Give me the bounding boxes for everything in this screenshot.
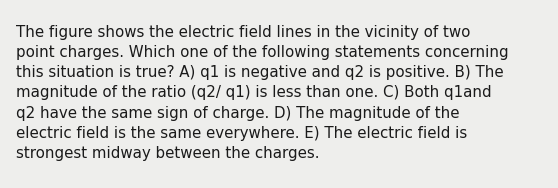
Text: The figure shows the electric field lines in the vicinity of two
point charges. : The figure shows the electric field line… xyxy=(16,25,508,161)
